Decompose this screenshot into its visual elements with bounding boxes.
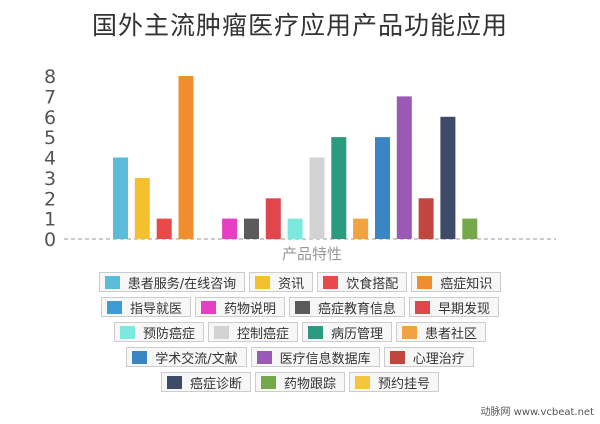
legend-item[interactable]: 病历管理 <box>302 322 393 342</box>
legend-label: 饮食搭配 <box>346 276 399 292</box>
bar-15 <box>418 198 434 240</box>
legend-label: 控制癌症 <box>236 326 289 342</box>
legend-label: 早期发现 <box>438 301 491 317</box>
legend-row: 患者服务/在线咨询 资讯 饮食搭配 癌症知识 <box>0 272 600 292</box>
legend-swatch <box>200 300 216 314</box>
bar-9 <box>287 218 303 239</box>
bar-16 <box>440 116 456 240</box>
y-tick-label: 3 <box>44 168 56 190</box>
legend-label: 资讯 <box>278 276 305 292</box>
legend-item[interactable]: 癌症知识 <box>411 272 502 292</box>
legend-label: 医疗信息数据库 <box>279 351 371 367</box>
legend-item[interactable]: 控制癌症 <box>207 322 298 342</box>
legend-swatch <box>132 350 148 364</box>
bar-1 <box>113 157 128 239</box>
legend-item[interactable]: 资讯 <box>249 272 314 292</box>
legend-row: 指导就医 药物说明 癌症教育信息 早期发现 <box>0 297 600 317</box>
legend-row: 癌症诊断 药物跟踪 预约挂号 <box>0 372 600 392</box>
bar-8 <box>265 198 281 240</box>
legend-label: 患者社区 <box>425 326 478 342</box>
legend-swatch <box>119 325 135 339</box>
legend-item[interactable]: 预约挂号 <box>349 372 440 392</box>
legend-item[interactable]: 早期发现 <box>409 297 500 317</box>
legend-swatch <box>256 350 272 364</box>
legend-swatch <box>415 300 431 314</box>
legend-swatch <box>417 275 433 289</box>
legend-item[interactable]: 药物说明 <box>194 297 285 317</box>
y-tick-label: 6 <box>44 107 56 129</box>
legend-swatch <box>355 375 370 389</box>
legend-swatch <box>104 275 120 289</box>
legend-label: 预防癌症 <box>142 326 195 342</box>
legend-label: 学术交流/文献 <box>155 351 238 367</box>
legend-label: 预约挂号 <box>378 376 431 392</box>
watermark: 动脉网 www.vcbeat.net <box>480 407 594 418</box>
legend-item[interactable]: 药物跟踪 <box>254 372 345 392</box>
legend-label: 患者服务/在线咨询 <box>127 276 237 292</box>
legend: 患者服务/在线咨询 资讯 饮食搭配 癌症知识指导就医 药物说明 癌症教育信息 早期发现预防癌… <box>0 272 600 397</box>
legend-item[interactable]: 患者服务/在线咨询 <box>98 272 246 292</box>
legend-item[interactable]: 饮食搭配 <box>317 272 408 292</box>
y-tick-label: 0 <box>44 229 56 251</box>
legend-swatch <box>166 375 182 389</box>
legend-swatch <box>389 350 405 364</box>
legend-item[interactable]: 癌症诊断 <box>160 372 251 392</box>
legend-label: 药物跟踪 <box>283 376 336 392</box>
legend-swatch <box>323 275 339 289</box>
legend-label: 癌症教育信息 <box>318 301 397 317</box>
legend-item[interactable]: 学术交流/文献 <box>126 347 247 367</box>
y-tick-label: 7 <box>44 86 56 108</box>
legend-row: 学术交流/文献 医疗信息数据库 心理治疗 <box>0 347 600 367</box>
legend-swatch <box>255 275 271 289</box>
legend-item[interactable]: 癌症教育信息 <box>289 297 406 317</box>
y-tick-label: 4 <box>44 148 56 170</box>
y-tick-label: 8 <box>44 66 56 88</box>
legend-label: 癌症知识 <box>440 276 493 292</box>
legend-item[interactable]: 患者社区 <box>396 322 487 342</box>
legend-row: 预防癌症 控制癌症 病历管理 患者社区 <box>0 322 600 342</box>
legend-swatch <box>402 325 418 339</box>
y-tick-label: 1 <box>44 209 56 231</box>
chart-title: 国外主流肿瘤医疗应用产品功能应用 <box>91 11 508 40</box>
bar-17 <box>462 218 478 239</box>
bar-2 <box>134 177 150 239</box>
legend-label: 癌症诊断 <box>189 376 242 392</box>
bar-13 <box>375 137 390 239</box>
bars-group <box>113 76 478 240</box>
bar-3 <box>156 218 172 239</box>
legend-item[interactable]: 预防癌症 <box>113 322 204 342</box>
y-tick-label: 2 <box>44 188 56 210</box>
y-tick-label: 5 <box>44 127 56 149</box>
legend-swatch <box>295 300 310 314</box>
legend-swatch <box>106 300 122 314</box>
bar-10 <box>309 157 325 239</box>
legend-label: 心理治疗 <box>412 351 465 367</box>
legend-swatch <box>213 325 229 339</box>
bar-12 <box>353 218 369 239</box>
legend-item[interactable]: 医疗信息数据库 <box>250 347 380 367</box>
bar-7 <box>244 218 259 239</box>
legend-item[interactable]: 心理治疗 <box>383 347 474 367</box>
bar-11 <box>331 137 347 239</box>
legend-swatch <box>260 375 276 389</box>
bar-6 <box>222 218 238 239</box>
legend-swatch <box>308 325 323 339</box>
bar-14 <box>396 96 412 240</box>
bar-4 <box>178 76 194 239</box>
legend-label: 药物说明 <box>223 301 276 317</box>
x-axis-label: 产品特性 <box>282 245 342 263</box>
legend-label: 病历管理 <box>331 326 384 342</box>
legend-label: 指导就医 <box>129 301 182 317</box>
legend-item[interactable]: 指导就医 <box>100 297 191 317</box>
